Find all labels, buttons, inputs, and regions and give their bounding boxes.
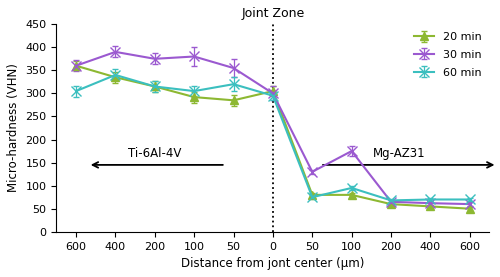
Y-axis label: Micro-hardness (VHN): Micro-hardness (VHN) <box>7 63 20 193</box>
Text: Mg-AZ31: Mg-AZ31 <box>372 147 425 160</box>
Legend: 20 min, 30 min, 60 min: 20 min, 30 min, 60 min <box>410 27 486 82</box>
Text: Joint Zone: Joint Zone <box>242 7 304 20</box>
Text: Ti-6Al-4V: Ti-6Al-4V <box>128 147 182 160</box>
X-axis label: Distance from jont center (μm): Distance from jont center (μm) <box>181 257 364 270</box>
